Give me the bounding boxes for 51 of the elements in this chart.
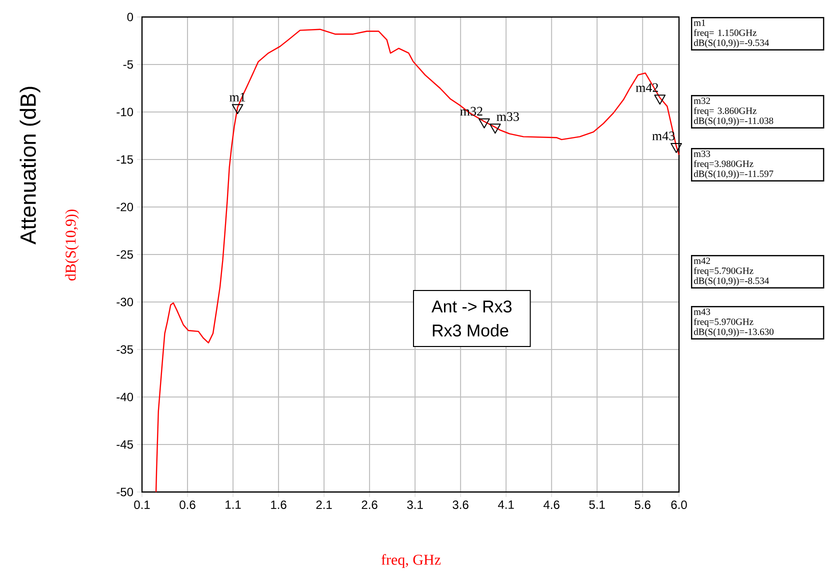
text: dB(S(10,9))=-11.597 bbox=[694, 170, 774, 179]
point bbox=[489, 124, 501, 134]
line-series bbox=[155, 28, 680, 493]
text: dB(S(10,9))=-8.534 bbox=[694, 277, 770, 286]
point bbox=[232, 104, 244, 114]
y-tick-label: -35 bbox=[116, 345, 133, 354]
y-tick-label: -50 bbox=[116, 488, 134, 496]
y-tick-label: -40 bbox=[116, 392, 134, 402]
text: freq=5.970GHz bbox=[694, 318, 754, 327]
annotation: Ant -> Rx3 bbox=[432, 300, 512, 313]
y-axis-title: Attenuation (dB) bbox=[20, 86, 40, 244]
text: m42 bbox=[694, 258, 710, 264]
y-tick-label: -20 bbox=[116, 202, 134, 212]
x-tick-label: 4.6 bbox=[544, 500, 560, 510]
text: freq= 3.860GHz bbox=[694, 107, 756, 116]
x-tick-label: 2.6 bbox=[362, 500, 378, 510]
x-tick-label: 1.1 bbox=[226, 500, 241, 509]
x-tick-label: 5.6 bbox=[634, 500, 650, 510]
text: dB(S(10,9))=-9.534 bbox=[694, 39, 770, 48]
text: m43 bbox=[694, 308, 710, 315]
y-tick-label: -5 bbox=[123, 60, 133, 69]
y-tick-label: -45 bbox=[116, 440, 133, 449]
point bbox=[478, 118, 490, 128]
text: dB(S(10,9))=-11.038 bbox=[694, 117, 774, 126]
x-tick-label: 2.1 bbox=[316, 500, 332, 509]
y-tick-label: -15 bbox=[116, 155, 133, 164]
annotation: Rx3 Mode bbox=[432, 324, 508, 337]
y-tick-label: -10 bbox=[116, 108, 134, 116]
y-tick-label: 0 bbox=[127, 12, 134, 22]
text: dB(S(10,9)) bbox=[65, 210, 79, 280]
y-tick-label: -25 bbox=[116, 250, 133, 259]
text: m32 bbox=[694, 98, 710, 104]
x-tick-label: 0.1 bbox=[134, 500, 150, 510]
point bbox=[654, 94, 666, 105]
x-tick-label: 5.1 bbox=[589, 500, 605, 509]
x-tick-label: 6.0 bbox=[671, 500, 687, 510]
x-axis-title: freq, GHz bbox=[381, 554, 441, 568]
y-tick-label: -30 bbox=[116, 298, 134, 306]
x-tick-label: 1.6 bbox=[271, 500, 286, 510]
text: dB(S(10,9))=-13.630 bbox=[694, 328, 774, 337]
text: freq=3.980GHz bbox=[694, 160, 754, 169]
text: m33 bbox=[694, 150, 710, 157]
x-tick-label: 4.1 bbox=[498, 500, 514, 509]
point bbox=[670, 142, 682, 153]
text: m1 bbox=[694, 20, 706, 26]
x-tick-label: 3.6 bbox=[452, 500, 468, 510]
text: freq=5.790GHz bbox=[694, 267, 754, 276]
x-tick-label: 0.6 bbox=[180, 500, 196, 510]
text: freq= 1.150GHz bbox=[694, 29, 756, 38]
annotation: m33 bbox=[496, 112, 519, 121]
x-tick-label: 3.1 bbox=[407, 500, 423, 510]
